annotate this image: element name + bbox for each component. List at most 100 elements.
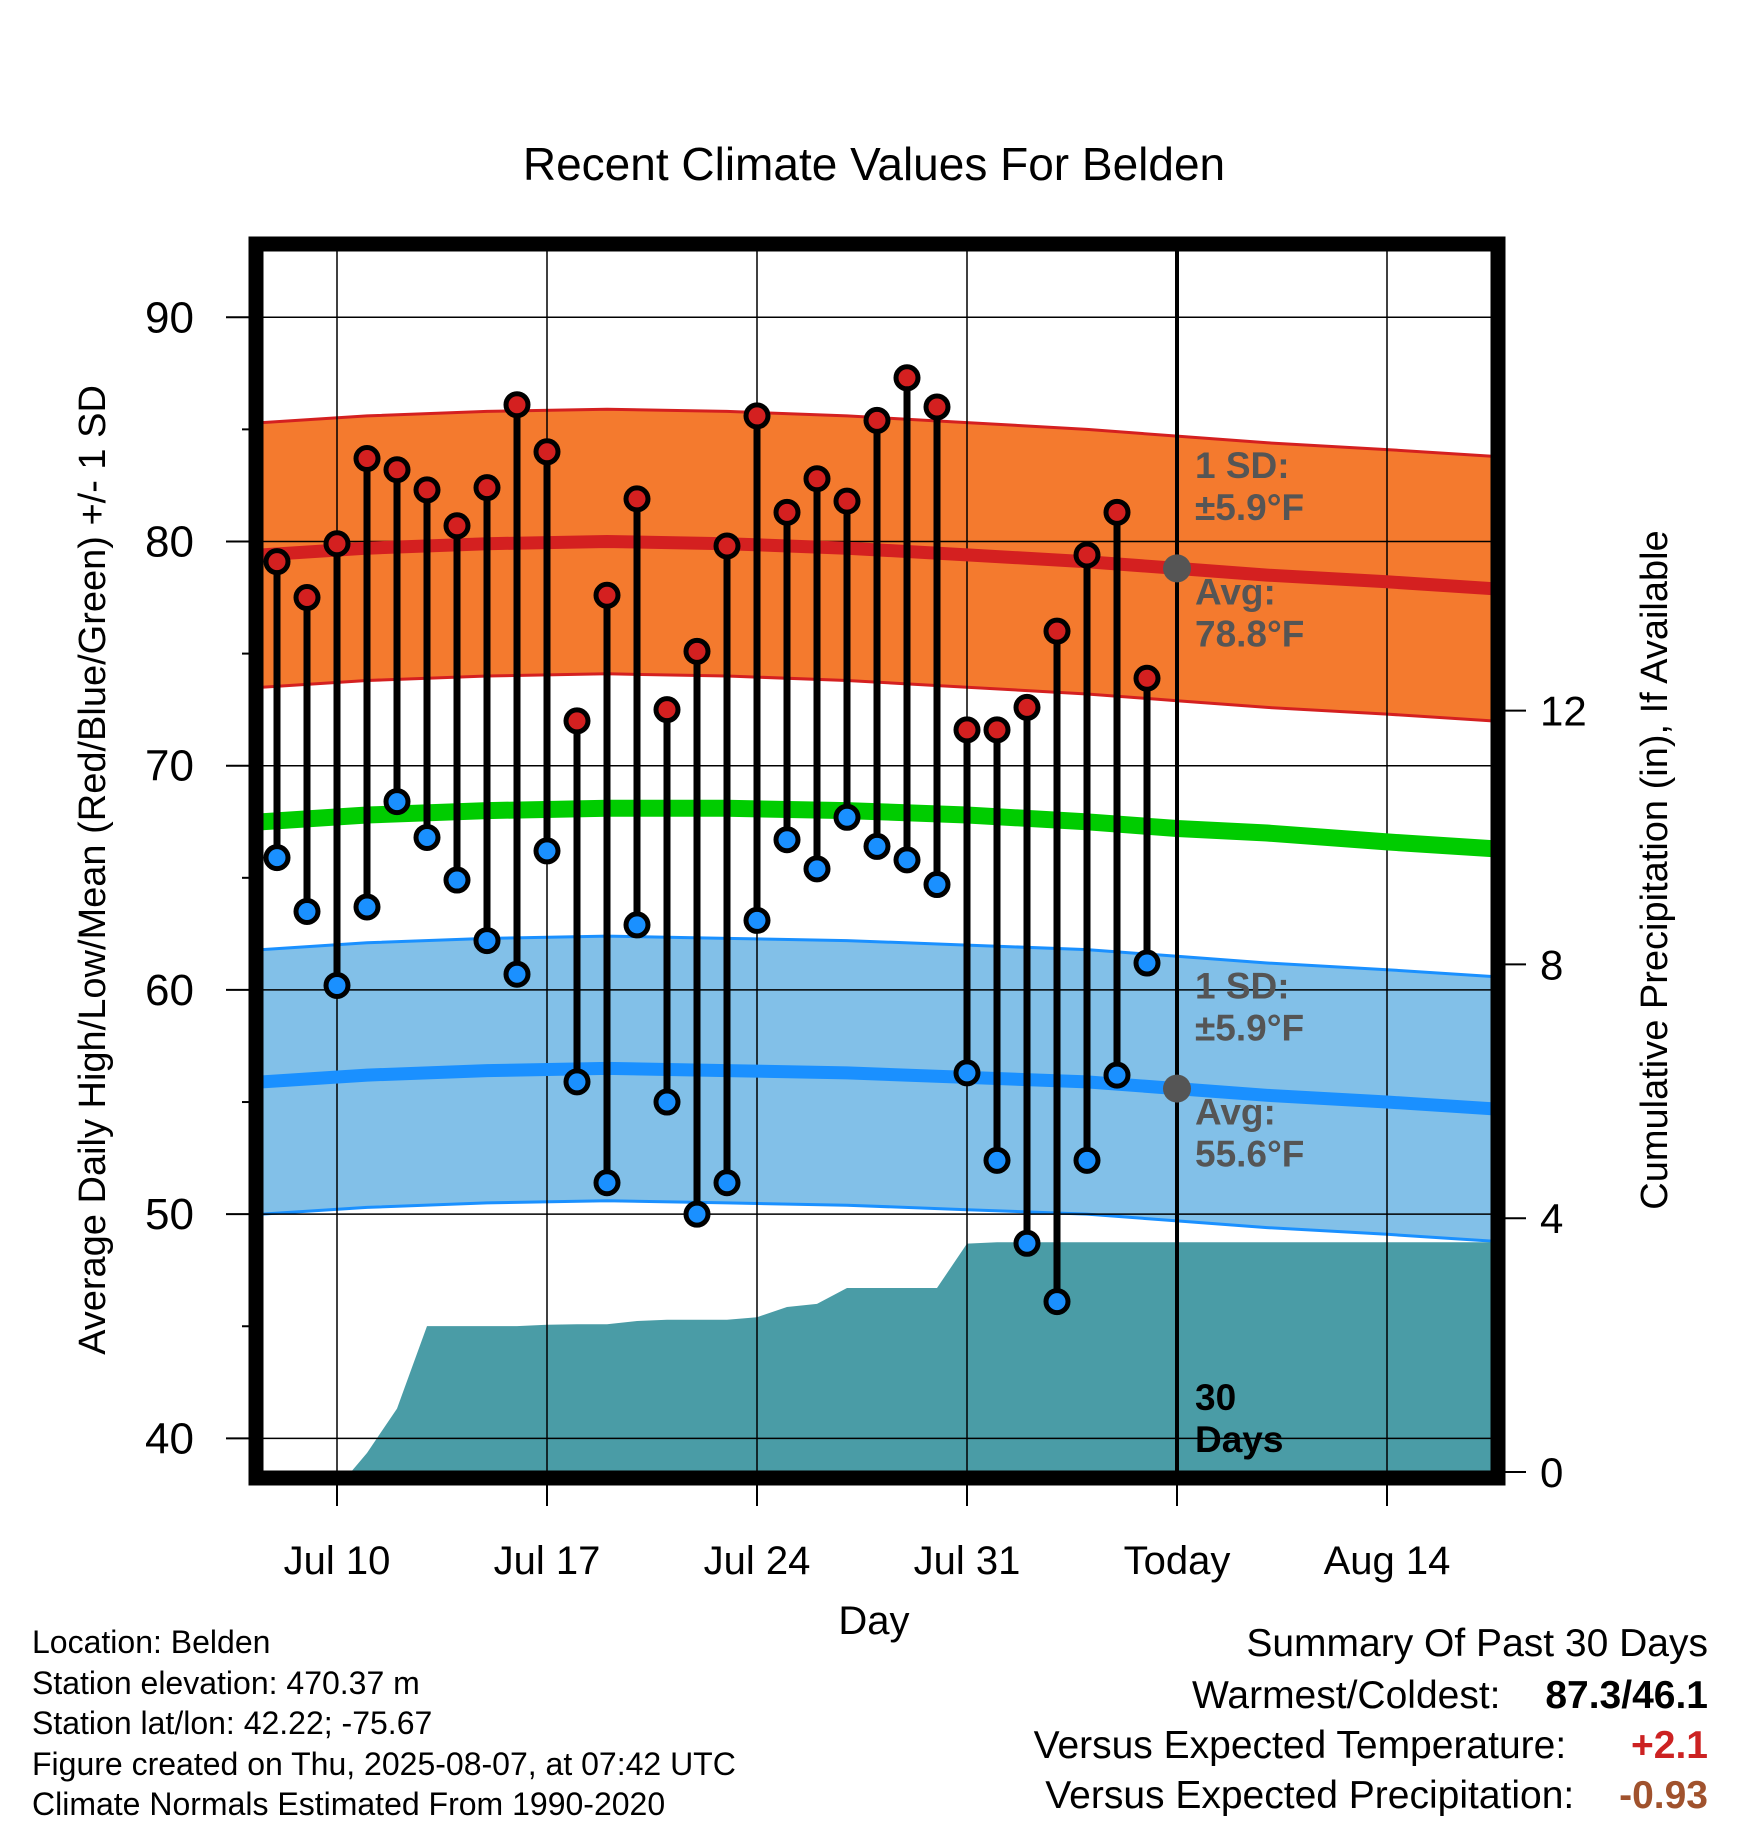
x-tick-label: Jul 24 — [704, 1539, 811, 1583]
daily-high-point — [983, 716, 1011, 744]
y2-tick-label: 8 — [1540, 941, 1563, 988]
daily-high-point — [803, 465, 831, 493]
low-sd-band — [262, 936, 1492, 1242]
plot-frame — [248, 236, 1506, 1486]
daily-high-point — [1013, 693, 1041, 721]
precip-area — [262, 1242, 1492, 1472]
daily-high-point — [413, 476, 441, 504]
daily-low-point — [953, 1059, 981, 1087]
x-tick-label: Today — [1124, 1539, 1231, 1583]
temp-value: +2.1 — [1631, 1724, 1708, 1767]
daily-high-point — [1133, 664, 1161, 692]
y-tick-label: 70 — [145, 742, 194, 791]
daily-low-point — [773, 826, 801, 854]
daily-low-point — [863, 832, 891, 860]
daily-high-point — [893, 364, 921, 392]
y-tick-label: 60 — [145, 966, 194, 1015]
daily-low-point — [683, 1200, 711, 1228]
days-word-label: Days — [1195, 1419, 1283, 1460]
daily-low-point — [593, 1169, 621, 1197]
chart-title: Recent Climate Values For Belden — [523, 138, 1225, 190]
daily-high-point — [443, 512, 471, 540]
daily-low-point — [743, 906, 771, 934]
daily-low-point — [1013, 1229, 1041, 1257]
summary-title: Summary Of Past 30 Days — [1246, 1622, 1708, 1665]
daily-high-point — [1073, 541, 1101, 569]
daily-high-point — [743, 402, 771, 430]
daily-low-point — [323, 971, 351, 999]
daily-high-point — [953, 716, 981, 744]
y-tick-label: 40 — [145, 1414, 194, 1463]
daily-high-point — [593, 581, 621, 609]
daily-low-point — [1073, 1146, 1101, 1174]
daily-low-point — [1043, 1288, 1071, 1316]
daily-low-point — [983, 1146, 1011, 1174]
daily-low-point — [473, 927, 501, 955]
warmest-value: 87.3/46.1 — [1545, 1674, 1708, 1717]
plot-border — [248, 236, 1506, 1486]
x-tick-label: Jul 17 — [494, 1539, 601, 1583]
axes: 40 50 60 70 80 90 0 4 8 12 Jul 10 Jul 17 Jul 24 Jul 3… — [145, 293, 1587, 1583]
daily-low-point — [803, 855, 831, 883]
y-axis-label: Average Daily High/Low/Mean (Red/Blue/Gr… — [72, 385, 114, 1355]
low-avg-label: Avg: — [1195, 1092, 1276, 1133]
station-info: Location: Belden Station elevation: 470.… — [32, 1622, 736, 1825]
daily-low-point — [563, 1068, 591, 1096]
daily-low-point — [623, 911, 651, 939]
daily-high-point — [923, 393, 951, 421]
days-count-label: 30 — [1195, 1377, 1236, 1418]
daily-high-point — [713, 532, 741, 560]
elevation-text: Station elevation: 470.37 m — [32, 1664, 420, 1701]
normal-low-line — [262, 1061, 1492, 1116]
daily-low-point — [923, 871, 951, 899]
today-low-marker — [1163, 1074, 1191, 1103]
high-avg-value: 78.8°F — [1195, 613, 1304, 654]
daily-low-point — [503, 960, 531, 988]
daily-low-point — [383, 788, 411, 816]
daily-low-point — [413, 823, 441, 851]
daily-low-point — [353, 893, 381, 921]
today-high-marker — [1163, 554, 1191, 583]
high-sd-value: ±5.9°F — [1195, 487, 1304, 528]
low-sd-value: ±5.9°F — [1195, 1007, 1304, 1048]
daily-high-point — [563, 707, 591, 735]
precip-value: -0.93 — [1619, 1774, 1708, 1817]
x-axis-label: Day — [838, 1599, 909, 1643]
daily-high-point — [353, 445, 381, 473]
summary-temp-row: Versus Expected Temperature: +2.1 — [1034, 1724, 1708, 1768]
daily-high-point — [653, 696, 681, 724]
daily-high-point — [863, 406, 891, 434]
precip-label: Versus Expected Precipitation: — [1045, 1774, 1575, 1817]
daily-high-point — [1103, 498, 1131, 526]
created-text: Figure created on Thu, 2025-08-07, at 07… — [32, 1745, 736, 1782]
y2-tick-label: 12 — [1540, 688, 1587, 735]
daily-low-point — [293, 897, 321, 925]
daily-high-point — [503, 391, 531, 419]
daily-low-point — [533, 837, 561, 865]
daily-high-point — [623, 485, 651, 513]
daily-high-point — [263, 548, 291, 576]
temp-label: Versus Expected Temperature: — [1033, 1724, 1567, 1767]
x-tick-label: Jul 31 — [914, 1539, 1021, 1583]
daily-high-point — [473, 474, 501, 502]
low-band-lower-edge — [262, 1199, 1492, 1243]
daily-low-point — [263, 844, 291, 872]
x-tick-label: Aug 14 — [1324, 1539, 1451, 1583]
daily-low-point — [713, 1169, 741, 1197]
y2-tick-label: 0 — [1540, 1449, 1563, 1496]
daily-low-point — [653, 1088, 681, 1116]
low-avg-value: 55.6°F — [1195, 1134, 1304, 1175]
daily-low-point — [443, 866, 471, 894]
daily-high-point — [833, 487, 861, 515]
y-tick-label: 50 — [145, 1190, 194, 1239]
latlon-text: Station lat/lon: 42.22; -75.67 — [32, 1705, 433, 1741]
daily-high-point — [383, 456, 411, 484]
summary-warmest-row: Warmest/Coldest: 87.3/46.1 — [1192, 1674, 1708, 1718]
daily-high-point — [293, 584, 321, 612]
high-avg-label: Avg: — [1195, 571, 1276, 612]
y-tick-label: 80 — [145, 517, 194, 566]
x-tick-label: Jul 10 — [284, 1539, 391, 1583]
daily-low-point — [1133, 949, 1161, 977]
